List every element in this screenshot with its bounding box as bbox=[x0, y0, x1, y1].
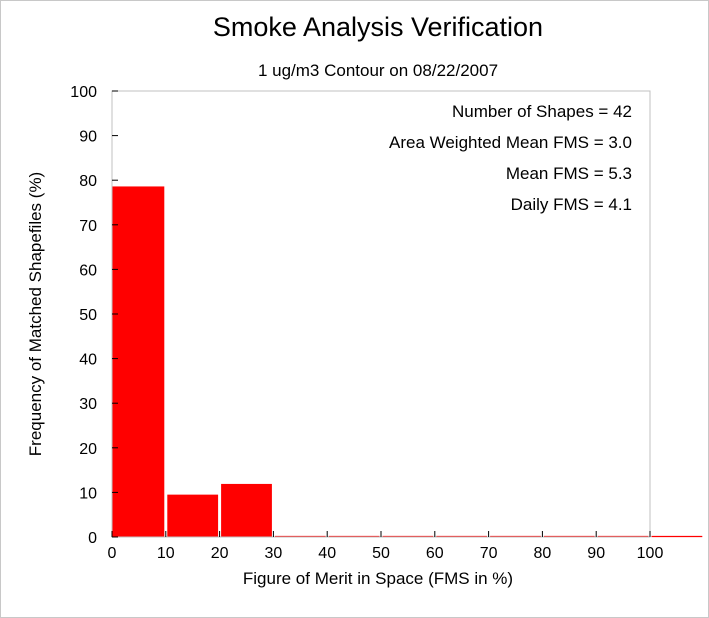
y-axis-ticks: 0 10 20 30 40 50 60 70 80 90 100 bbox=[70, 84, 118, 547]
x-tick-label-100: 100 bbox=[637, 545, 664, 562]
plot-area bbox=[111, 90, 651, 538]
x-tick-label-80: 80 bbox=[534, 545, 552, 562]
y-tick-label-10: 10 bbox=[79, 485, 97, 502]
bar-0-10 bbox=[112, 186, 165, 537]
chart-title: Smoke Analysis Verification bbox=[213, 12, 543, 42]
chart-subtitle: 1 ug/m3 Contour on 08/22/2007 bbox=[258, 61, 498, 80]
y-tick-label-100: 100 bbox=[70, 84, 97, 101]
y-axis-label: Frequency of Matched Shapefiles (%) bbox=[26, 172, 45, 456]
y-tick-label-90: 90 bbox=[79, 129, 97, 146]
annotation-1: Area Weighted Mean FMS = 3.0 bbox=[389, 133, 632, 152]
x-tick-label-60: 60 bbox=[426, 545, 444, 562]
x-tick-label-40: 40 bbox=[318, 545, 336, 562]
stats-annotations: Number of Shapes = 42 Area Weighted Mean … bbox=[389, 102, 632, 214]
x-tick-label-50: 50 bbox=[372, 545, 390, 562]
bars-group bbox=[112, 186, 703, 538]
annotation-2: Mean FMS = 5.3 bbox=[506, 164, 632, 183]
x-tick-label-0: 0 bbox=[108, 545, 117, 562]
y-tick-label-50: 50 bbox=[79, 307, 97, 324]
bar-10-20 bbox=[167, 494, 219, 537]
x-tick-label-30: 30 bbox=[265, 545, 283, 562]
y-tick-label-20: 20 bbox=[79, 441, 97, 458]
y-tick-label-60: 60 bbox=[79, 262, 97, 279]
bar-20-30 bbox=[221, 483, 272, 537]
annotation-3: Daily FMS = 4.1 bbox=[511, 195, 632, 214]
x-tick-label-10: 10 bbox=[157, 545, 175, 562]
x-tick-label-20: 20 bbox=[211, 545, 229, 562]
x-axis-ticks: 0 10 20 30 40 50 60 70 80 90 100 bbox=[108, 531, 664, 562]
annotation-0: Number of Shapes = 42 bbox=[452, 102, 632, 121]
x-tick-label-70: 70 bbox=[480, 545, 498, 562]
x-axis-label: Figure of Merit in Space (FMS in %) bbox=[243, 569, 513, 588]
y-tick-label-0: 0 bbox=[88, 530, 97, 547]
y-tick-label-40: 40 bbox=[79, 352, 97, 369]
y-tick-label-30: 30 bbox=[79, 396, 97, 413]
y-tick-label-80: 80 bbox=[79, 173, 97, 190]
y-tick-label-70: 70 bbox=[79, 218, 97, 235]
x-tick-label-90: 90 bbox=[587, 545, 605, 562]
